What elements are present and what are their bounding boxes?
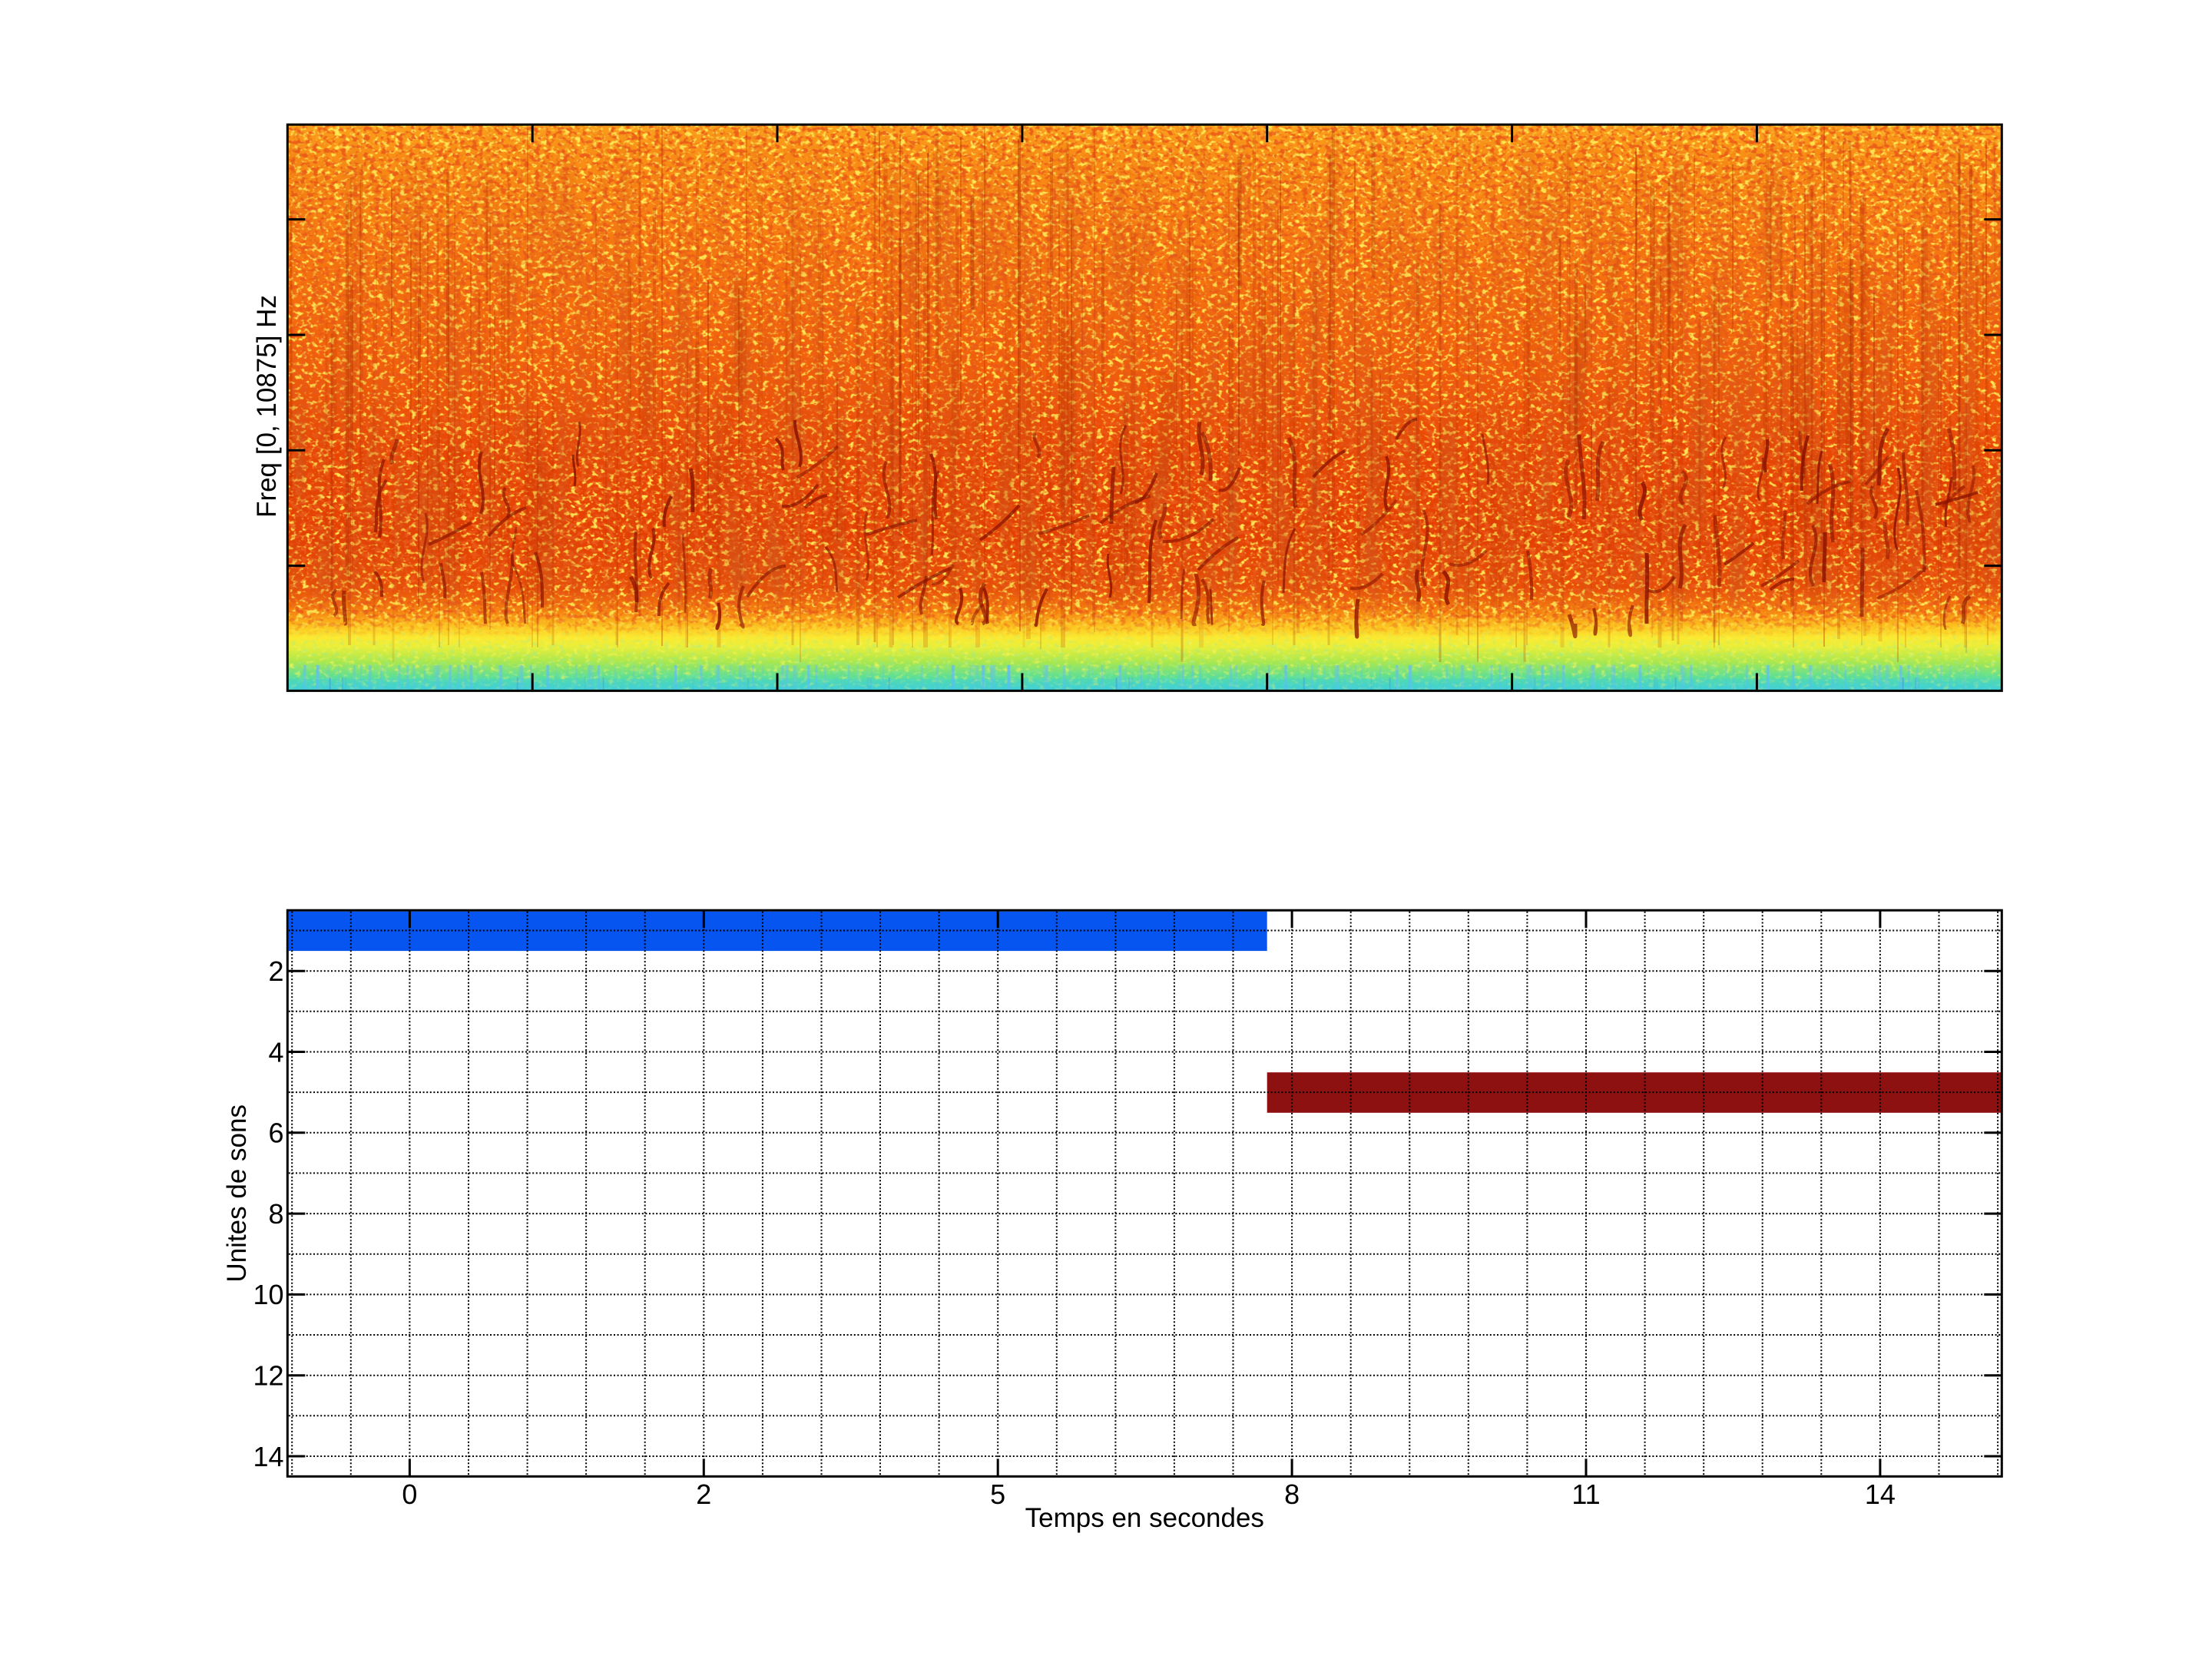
- svg-text:Unites de sons: Unites de sons: [222, 1104, 252, 1283]
- svg-text:0: 0: [402, 1479, 417, 1510]
- svg-text:14: 14: [253, 1441, 283, 1472]
- svg-text:5: 5: [990, 1479, 1005, 1510]
- svg-text:Temps en secondes: Temps en secondes: [1025, 1503, 1264, 1533]
- svg-text:14: 14: [1865, 1479, 1896, 1510]
- svg-text:8: 8: [268, 1198, 283, 1230]
- svg-text:2: 2: [696, 1479, 711, 1510]
- svg-text:6: 6: [268, 1118, 283, 1149]
- svg-text:12: 12: [253, 1360, 283, 1392]
- svg-text:10: 10: [253, 1279, 283, 1310]
- svg-text:11: 11: [1571, 1479, 1600, 1510]
- svg-text:Freq [0, 10875] Hz: Freq [0, 10875] Hz: [252, 295, 282, 518]
- svg-text:2: 2: [268, 955, 283, 987]
- svg-text:4: 4: [268, 1036, 283, 1068]
- svg-text:8: 8: [1284, 1479, 1300, 1510]
